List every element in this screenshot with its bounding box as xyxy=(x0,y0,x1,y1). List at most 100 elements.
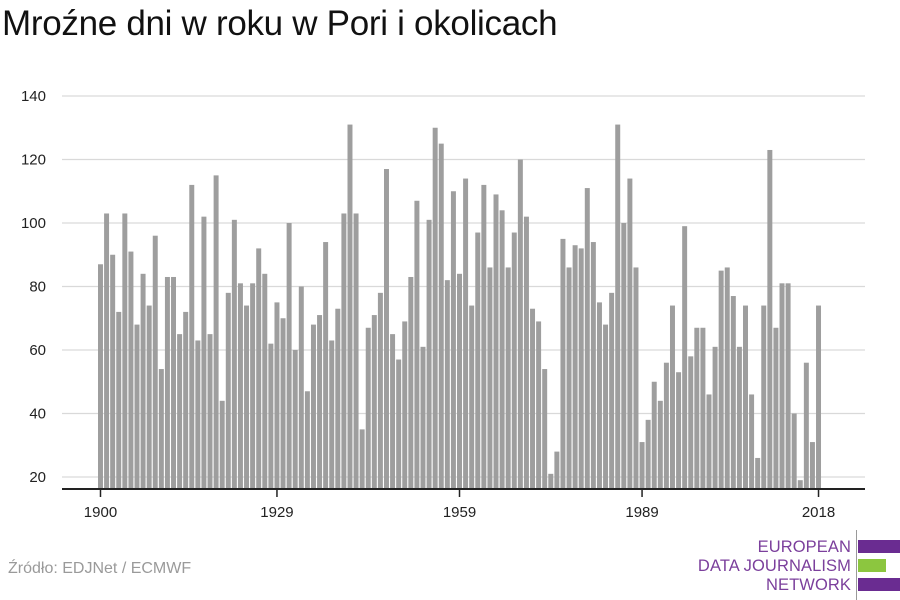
bar xyxy=(164,276,170,489)
bar xyxy=(207,334,213,490)
bar xyxy=(414,200,420,489)
bar xyxy=(761,305,767,489)
bar xyxy=(335,308,341,489)
bar xyxy=(530,308,536,489)
bar xyxy=(694,327,700,489)
bar xyxy=(122,213,128,490)
bar xyxy=(371,315,377,489)
bar xyxy=(396,359,402,489)
edjnet-logo: EUROPEAN DATA JOURNALISM NETWORK xyxy=(697,530,900,600)
bar xyxy=(146,305,152,489)
bar xyxy=(353,213,359,490)
bar xyxy=(201,216,207,489)
bar xyxy=(487,267,493,489)
bar xyxy=(548,473,554,489)
bar xyxy=(104,213,110,490)
bar xyxy=(244,305,250,489)
bar xyxy=(219,400,225,489)
bar xyxy=(736,346,742,489)
bar xyxy=(377,292,383,489)
bar xyxy=(177,334,183,490)
bar xyxy=(140,273,146,489)
x-tick-label: 1989 xyxy=(625,504,658,521)
bar xyxy=(250,283,256,489)
bar xyxy=(706,394,712,489)
bar xyxy=(633,267,639,489)
bar xyxy=(767,149,773,490)
bar xyxy=(183,311,189,489)
bar xyxy=(323,242,329,489)
bar xyxy=(171,276,176,489)
bar xyxy=(438,143,444,490)
bar xyxy=(724,267,730,489)
bar xyxy=(639,442,645,489)
bar xyxy=(718,270,724,490)
bar xyxy=(128,251,134,489)
bar xyxy=(803,362,809,489)
bar xyxy=(517,159,523,489)
bar xyxy=(627,178,633,490)
bar xyxy=(523,216,529,489)
bar xyxy=(572,245,578,489)
bar xyxy=(390,334,396,490)
bar xyxy=(621,223,627,489)
bar xyxy=(469,305,475,489)
bar xyxy=(688,356,694,489)
bar xyxy=(304,391,310,489)
y-tick-label: 120 xyxy=(21,152,46,169)
bar xyxy=(347,124,353,489)
logo-line-1: EUROPEAN xyxy=(757,538,851,556)
bar xyxy=(225,292,231,489)
bar xyxy=(773,327,779,489)
bar xyxy=(432,127,438,489)
chart-title: Mroźne dni w roku w Pori i okolicach xyxy=(2,4,558,43)
bar xyxy=(310,324,316,489)
bar xyxy=(511,232,517,490)
bar xyxy=(809,442,815,489)
bar xyxy=(749,394,755,489)
bar xyxy=(712,346,718,489)
source-note: Źródło: EDJNet / ECMWF xyxy=(8,560,192,577)
y-tick-label: 80 xyxy=(29,279,46,296)
bar xyxy=(584,188,590,489)
bar xyxy=(603,324,609,489)
y-tick-label: 40 xyxy=(29,406,46,423)
bar xyxy=(408,276,414,489)
bar xyxy=(481,184,487,489)
bar xyxy=(329,340,335,489)
bar xyxy=(499,210,505,490)
x-tick-label: 1929 xyxy=(260,504,293,521)
bar xyxy=(536,321,542,489)
bar xyxy=(268,343,274,489)
bar xyxy=(280,318,286,489)
bar xyxy=(365,327,371,489)
bar xyxy=(317,315,323,489)
logo-bar-green xyxy=(858,559,886,572)
bar xyxy=(256,248,262,489)
bar xyxy=(779,283,785,489)
bar xyxy=(663,362,669,489)
x-tick-label: 1900 xyxy=(84,504,117,521)
bar xyxy=(554,451,560,489)
bar xyxy=(213,175,219,490)
bar xyxy=(158,369,164,489)
bar xyxy=(700,327,706,489)
bar xyxy=(444,280,450,489)
bar xyxy=(262,273,268,489)
x-tick-label: 1959 xyxy=(443,504,476,521)
logo-line-3: NETWORK xyxy=(765,576,851,594)
bar xyxy=(645,419,651,489)
y-tick-label: 140 xyxy=(21,88,46,105)
bar xyxy=(195,340,201,489)
bar xyxy=(292,350,298,489)
logo-line-2: DATA JOURNALISM xyxy=(697,557,851,575)
bar xyxy=(384,169,389,489)
bar xyxy=(110,254,116,489)
bar xyxy=(578,248,584,489)
bar xyxy=(590,242,596,489)
bar xyxy=(341,213,347,490)
bar xyxy=(426,219,432,489)
bar xyxy=(816,305,822,489)
bar xyxy=(152,235,158,489)
